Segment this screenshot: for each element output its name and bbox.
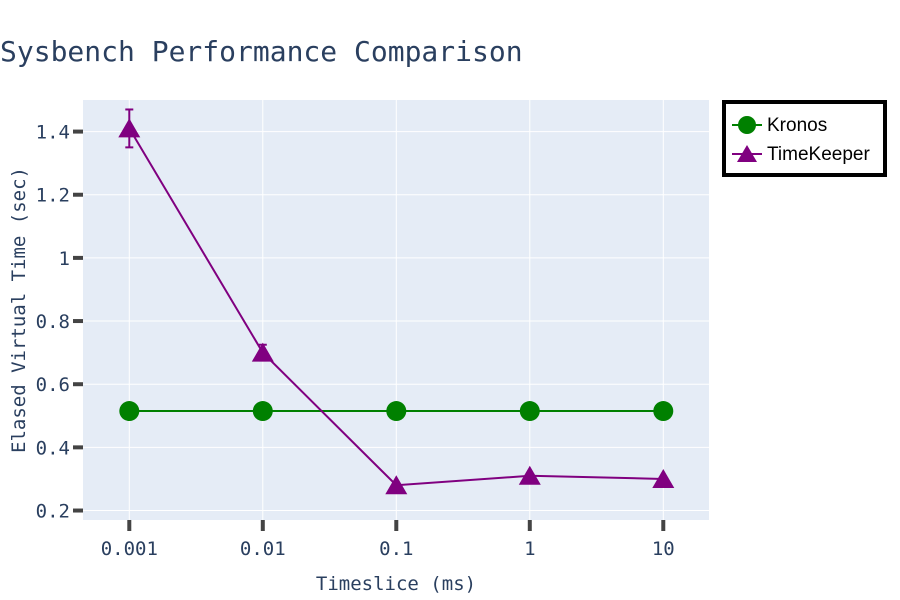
chart-title: Sysbench Performance Comparison <box>0 35 523 68</box>
data-point-timekeeper <box>518 465 541 485</box>
data-point-kronos <box>653 401 674 422</box>
legend-marker-kronos <box>738 116 756 134</box>
x-tick-label: 10 <box>652 538 675 560</box>
data-point-kronos <box>519 401 540 422</box>
series-layer <box>118 108 675 495</box>
y-tick-label: 1.4 <box>36 122 70 144</box>
x-tick-label: 0.1 <box>379 538 413 560</box>
data-point-timekeeper <box>251 342 274 362</box>
x-axis: 0.001 0.01 0.1 1 10 <box>101 520 675 560</box>
data-point-timekeeper <box>385 475 408 495</box>
y-tick-label: 1.2 <box>36 185 70 207</box>
y-tick-label: 0.2 <box>36 501 70 523</box>
y-tick-label: 0.4 <box>36 437 70 459</box>
y-tick-label: 0.8 <box>36 311 70 333</box>
y-axis-label: Elased Virtual Time (sec) <box>8 167 30 453</box>
legend-item-kronos[interactable]: Kronos <box>732 115 827 136</box>
gridlines <box>83 100 709 520</box>
x-axis-label: Timeslice (ms) <box>316 573 476 595</box>
y-axis: 0.2 0.4 0.6 0.8 1 1.2 1.4 <box>36 122 83 523</box>
data-point-kronos <box>119 401 140 422</box>
legend-marker-timekeeper <box>737 145 757 162</box>
data-point-kronos <box>252 401 273 422</box>
y-tick-label: 1 <box>59 248 70 270</box>
x-tick-label: 0.001 <box>101 538 158 560</box>
legend-label-kronos: Kronos <box>767 115 827 136</box>
legend-box <box>722 100 887 177</box>
x-tick-label: 1 <box>524 538 535 560</box>
data-point-timekeeper <box>118 118 141 138</box>
legend: Kronos TimeKeeper <box>722 100 887 177</box>
legend-item-timekeeper[interactable]: TimeKeeper <box>732 144 870 165</box>
data-point-kronos <box>386 401 407 422</box>
y-tick-label: 0.6 <box>36 374 70 396</box>
x-tick-label: 0.01 <box>240 538 286 560</box>
legend-label-timekeeper: TimeKeeper <box>767 144 870 165</box>
data-point-timekeeper <box>652 468 675 488</box>
